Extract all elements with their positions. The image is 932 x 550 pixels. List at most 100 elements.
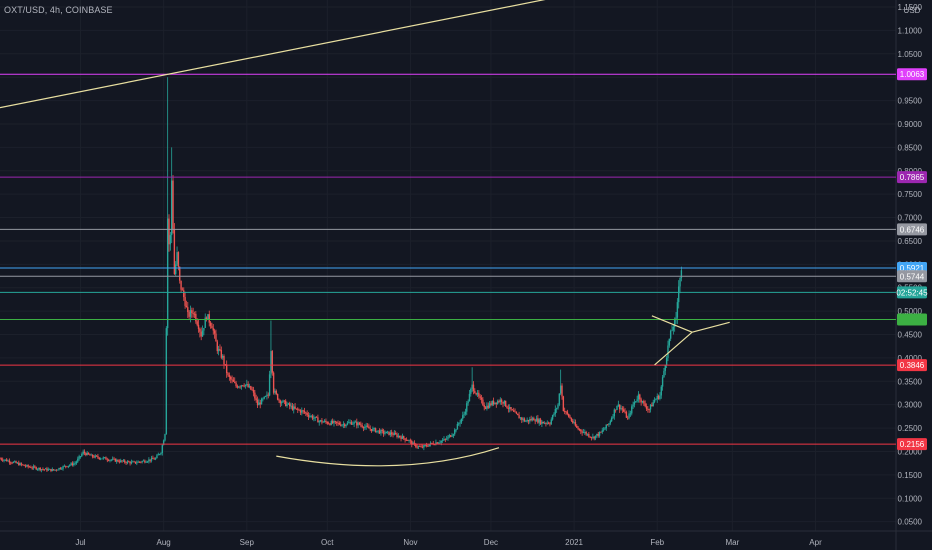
candle-body — [668, 338, 671, 346]
candle-body — [62, 466, 64, 469]
candle-body — [381, 430, 383, 431]
candle-body — [523, 418, 526, 422]
candle-body — [117, 459, 119, 462]
candle-body — [102, 457, 104, 459]
candle-body — [59, 467, 62, 469]
candle-body — [499, 399, 502, 403]
candle-body — [633, 402, 636, 405]
candle-body — [183, 290, 185, 298]
symbol-title[interactable]: OXT/USD, 4h, COINBASE — [4, 5, 113, 15]
candle-body — [208, 314, 210, 323]
candle-body — [213, 330, 216, 334]
candle-body — [550, 419, 552, 425]
candle-body — [216, 341, 218, 352]
candle-body — [578, 429, 581, 430]
candle-body — [482, 399, 484, 406]
price-level-tag — [897, 359, 927, 372]
candle-body — [148, 459, 150, 462]
candle-body — [219, 349, 221, 351]
candle-body — [428, 444, 430, 447]
price-level-tag — [897, 438, 927, 451]
candle-body — [27, 465, 29, 467]
candle-body — [581, 431, 583, 433]
candle-body — [602, 429, 605, 431]
candle-body — [197, 324, 200, 329]
candle-body — [98, 457, 100, 459]
candle-body — [612, 416, 614, 419]
candle-body — [82, 451, 84, 455]
candle-body — [188, 312, 190, 317]
price-tick-label: 0.0500 — [898, 518, 923, 527]
candle-body — [285, 400, 287, 407]
candle-body — [504, 400, 507, 407]
candle-body — [669, 330, 672, 339]
candle-body — [228, 375, 231, 377]
candle-body — [518, 415, 520, 419]
candle-body — [274, 390, 276, 393]
candle-body — [83, 451, 86, 454]
candle-body — [509, 407, 511, 409]
candle-body — [75, 461, 78, 464]
candle-body — [44, 468, 47, 470]
price-tick-label: 1.0500 — [898, 50, 923, 59]
candle-body — [132, 461, 134, 463]
candle-body — [295, 408, 298, 410]
candle-body — [559, 385, 562, 394]
candle-body — [586, 433, 589, 435]
candle-body — [173, 229, 176, 275]
candle-body — [156, 455, 158, 459]
candle-body — [635, 401, 637, 403]
price-tick-label: 0.3500 — [898, 377, 923, 386]
candle-body — [640, 399, 642, 403]
candle-body — [467, 401, 469, 404]
candle-body — [149, 459, 151, 461]
candle-body — [203, 327, 205, 331]
candle-body — [303, 410, 306, 413]
candle-body — [470, 389, 472, 394]
candle-body — [474, 390, 476, 394]
candle-body — [15, 461, 17, 464]
candle-body — [411, 440, 413, 445]
candle-body — [129, 461, 131, 464]
candle-body — [541, 421, 543, 424]
candle-body — [138, 461, 141, 463]
candle-body — [568, 413, 570, 417]
candle-body — [118, 461, 121, 463]
candle-body — [378, 430, 381, 434]
candle-body — [271, 351, 273, 373]
candle-body — [542, 421, 544, 424]
candle-body — [168, 218, 170, 245]
candle-body — [389, 432, 392, 435]
drawn-triangle-lower — [654, 331, 693, 366]
candle-body — [454, 429, 456, 435]
candle-body — [140, 461, 142, 463]
candle-body — [211, 325, 213, 329]
candle-body — [353, 422, 355, 424]
candle-body — [35, 467, 37, 470]
candle-body — [431, 442, 433, 444]
candle-body — [177, 252, 180, 267]
candle-body — [299, 410, 302, 413]
candle-body — [248, 386, 251, 388]
candle-body — [679, 278, 681, 287]
candle-body — [90, 454, 92, 456]
candle-body — [601, 430, 603, 433]
candle-body — [250, 386, 252, 390]
candle-body — [212, 328, 214, 331]
candle-body — [101, 458, 103, 460]
candle-body — [170, 180, 173, 236]
candle-body — [464, 411, 467, 415]
candle-body — [440, 440, 442, 443]
candle-body — [573, 422, 575, 423]
candle-body — [225, 364, 228, 374]
candle-body — [334, 421, 337, 422]
candle-body — [258, 402, 260, 406]
candle-body — [592, 436, 594, 438]
candle-body — [563, 411, 566, 412]
price-tick-label: 0.8500 — [898, 143, 923, 152]
candle-body — [385, 431, 387, 434]
candle-body — [623, 409, 625, 412]
candle-body — [641, 400, 644, 403]
